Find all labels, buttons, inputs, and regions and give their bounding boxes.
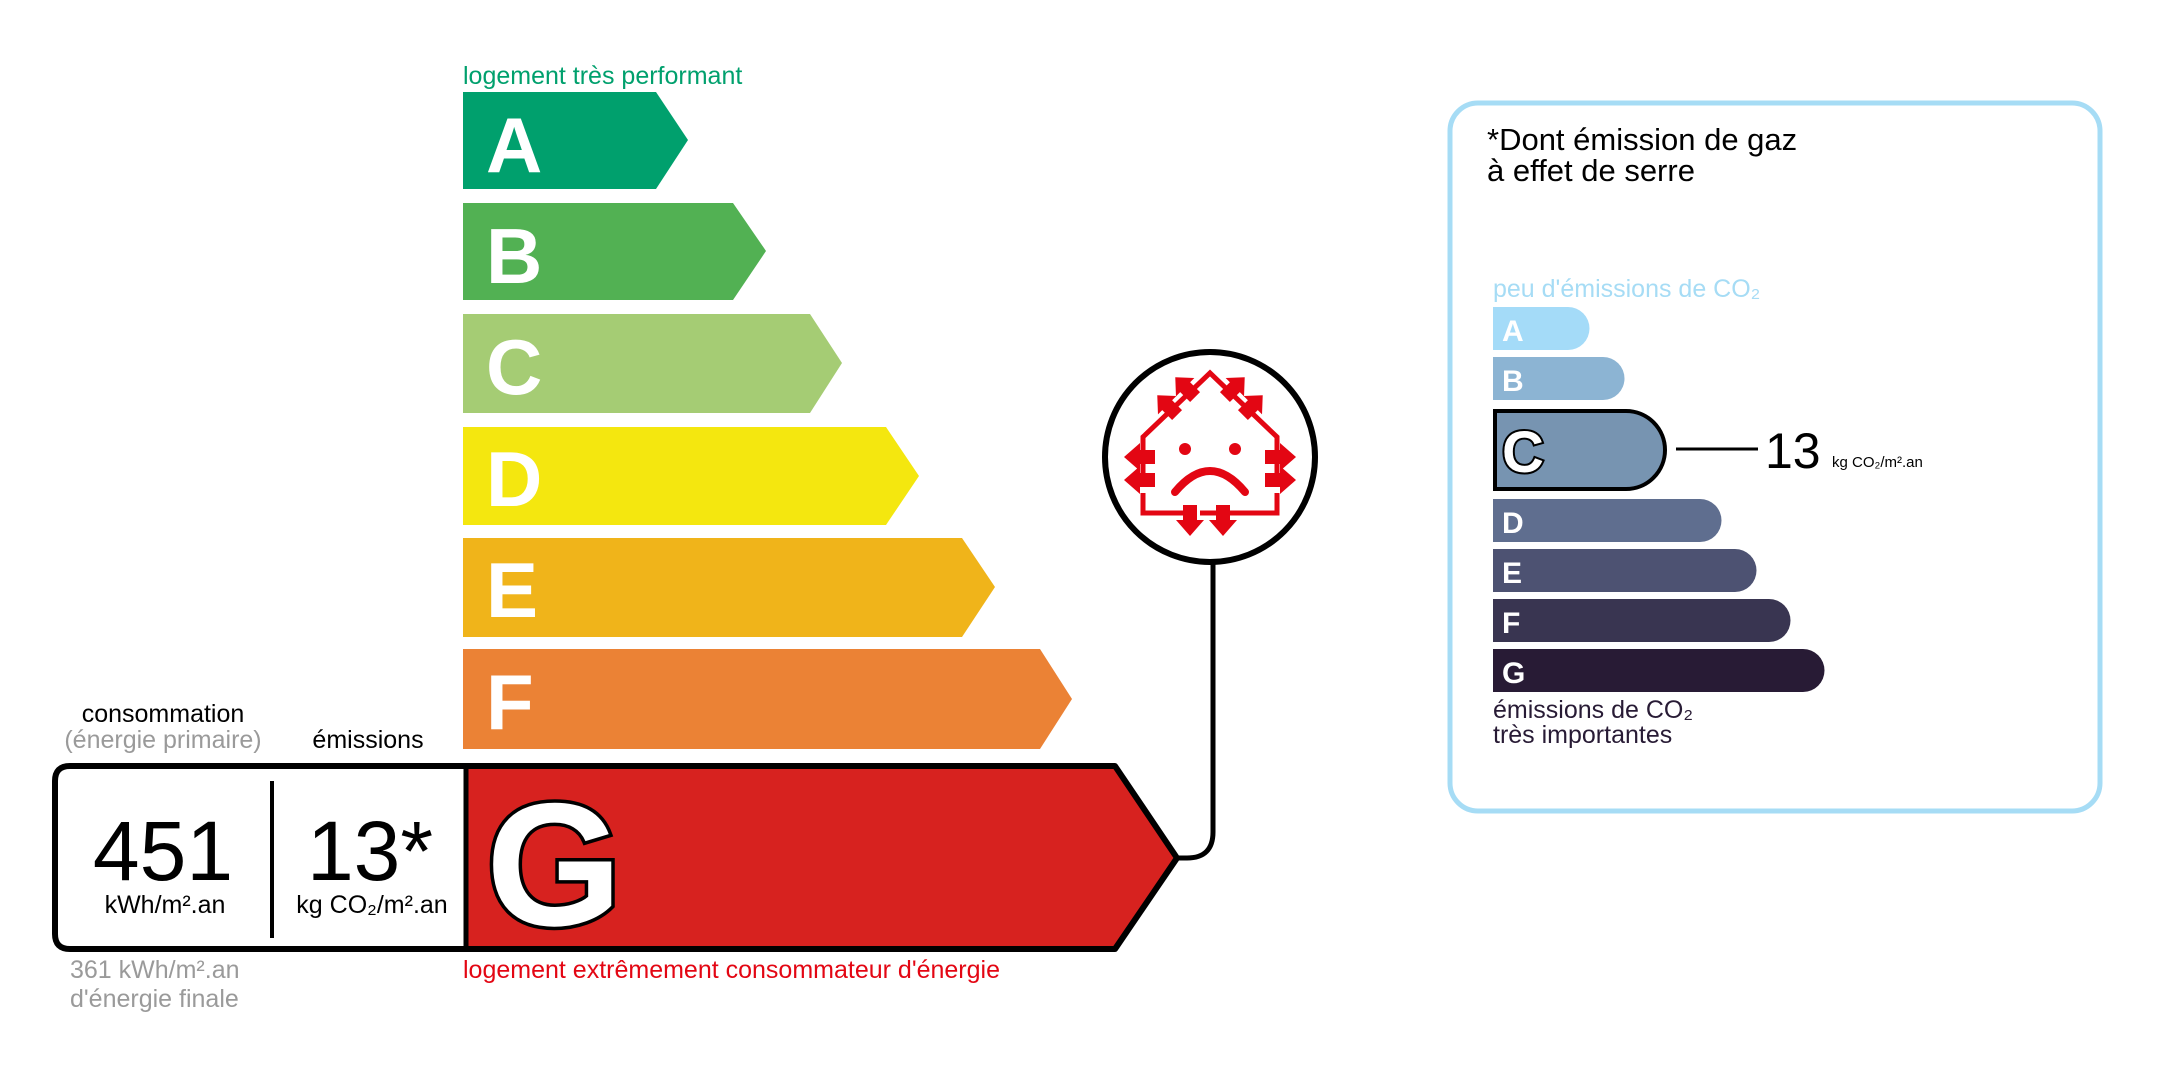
ges-title-line1: *Dont émission de gaz	[1487, 122, 1797, 157]
ges-bottom-label-line2: très importantes	[1493, 721, 1672, 749]
dpe-bar-g-letter: G	[486, 768, 622, 963]
consumption-unit: kWh/m².an	[105, 891, 226, 919]
ges-unit: kg CO₂/m².an	[1832, 454, 1923, 471]
consumption-value: 451	[93, 804, 233, 898]
ges-bar-a-letter: A	[1502, 315, 1524, 348]
emissions-unit: kg CO₂/m².an	[296, 891, 447, 919]
ges-bar-b-letter: B	[1502, 365, 1524, 398]
consumption-label: consommation	[82, 700, 245, 728]
ges-bar-c-letter: C	[1502, 420, 1544, 485]
dpe-bar-c-shape	[463, 314, 842, 413]
final-energy-label: d'énergie finale	[70, 985, 239, 1013]
dpe-bar-b-letter: B	[486, 212, 542, 300]
house-heat-loss-sad-face-icon	[1102, 349, 1318, 565]
dpe-bar-e: E	[463, 538, 995, 637]
dpe-bottom-label: logement extrêmement consommateur d'éner…	[463, 956, 1000, 984]
dpe-bar-f-letter: F	[486, 658, 534, 746]
dpe-bar-g-shape	[466, 766, 1177, 949]
ges-top-label: peu d'émissions de CO₂	[1493, 275, 1760, 303]
dpe-bar-f: F	[463, 649, 1072, 749]
icon-connector	[1177, 562, 1216, 861]
ges-bar-d	[1493, 499, 1722, 542]
consumption-sublabel: (énergie primaire)	[64, 726, 261, 754]
emissions-value: 13*	[307, 804, 433, 898]
ges-bar-f	[1493, 599, 1791, 642]
dpe-bar-a: A	[463, 92, 688, 189]
dpe-bar-d-shape	[463, 427, 919, 525]
dpe-current-class-g: G 451 kWh/m².an 13* kg CO₂/m².an	[52, 763, 1180, 967]
dpe-bar-c: C	[463, 314, 842, 413]
dpe-bar-e-shape	[463, 538, 995, 637]
ges-bar-f-letter: F	[1502, 607, 1520, 640]
emissions-label: émissions	[312, 726, 423, 754]
dpe-bar-d: D	[463, 427, 919, 525]
ges-bar-e-letter: E	[1502, 557, 1522, 590]
ges-bar-d-letter: D	[1502, 507, 1524, 540]
dpe-bar-c-letter: C	[486, 323, 542, 411]
ges-bar-b	[1493, 357, 1625, 400]
ges-bar-e	[1493, 549, 1757, 592]
dpe-bar-d-letter: D	[486, 435, 542, 523]
ges-bar-g-letter: G	[1502, 657, 1525, 690]
ges-title-line2: à effet de serre	[1487, 153, 1695, 188]
current-class-frame	[52, 763, 1180, 952]
ges-bar-g	[1493, 649, 1825, 692]
ges-value: 13	[1765, 423, 1821, 479]
ges-bar-c-current	[1493, 409, 1667, 491]
dpe-bar-a-letter: A	[486, 101, 542, 189]
dpe-bar-b-shape	[463, 203, 766, 300]
ges-bottom-label-line1: émissions de CO₂	[1493, 696, 1693, 724]
ges-panel: *Dont émission de gaz à effet de serre p…	[1447, 100, 2103, 814]
dpe-bar-a-shape	[463, 92, 688, 189]
final-energy-value: 361 kWh/m².an	[70, 956, 240, 984]
dpe-bar-e-letter: E	[486, 546, 538, 634]
dpe-bar-b: B	[463, 203, 766, 300]
ges-bar-a	[1493, 307, 1590, 350]
dpe-top-label: logement très performant	[463, 62, 742, 90]
dpe-bar-f-shape	[463, 649, 1072, 749]
